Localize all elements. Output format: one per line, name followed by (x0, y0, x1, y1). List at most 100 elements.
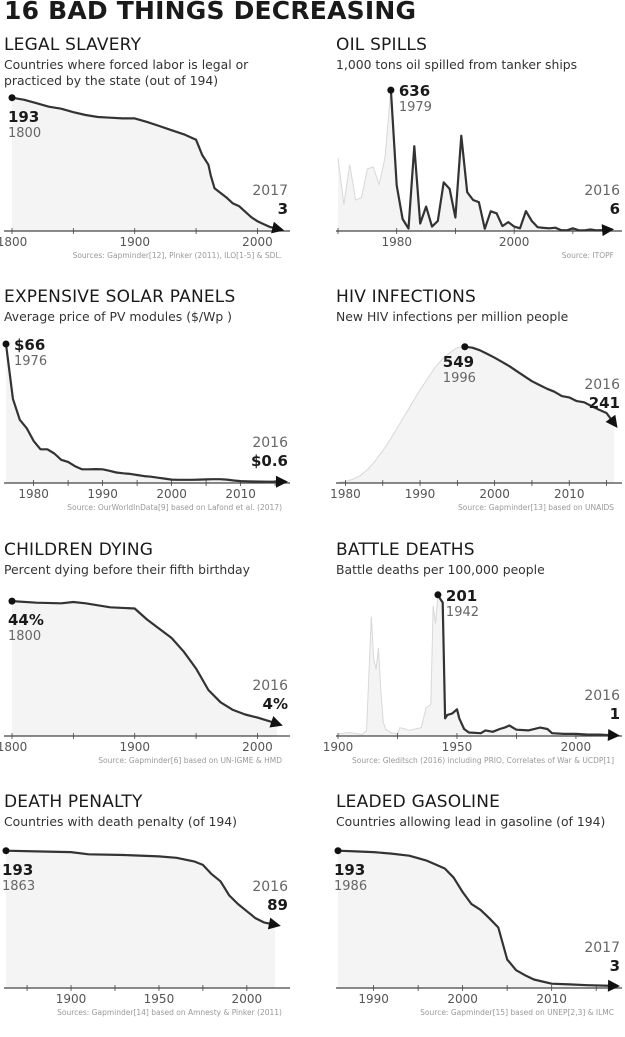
x-tick-label: 2000 (242, 740, 273, 754)
chart-title: EXPENSIVE SOLAR PANELS (4, 287, 236, 307)
start-year-label: 1986 (334, 878, 368, 894)
chart-subtitle-line: Percent dying before their fifth birthda… (4, 562, 250, 577)
chart-subtitle: 1,000 tons oil spilled from tanker ships (336, 57, 577, 73)
chart-plot (2, 340, 290, 488)
chart-plot (2, 847, 290, 991)
data-line (11, 96, 279, 230)
end-year-label: 2016 (252, 435, 288, 451)
end-arrow-icon (601, 224, 615, 237)
start-dot-marker (387, 86, 395, 94)
chart-source-note: Sources: Gapminder[14] based on Amnesty … (57, 1008, 282, 1017)
end-value-label: 1 (609, 705, 620, 723)
end-arrow-icon (276, 475, 288, 488)
x-tick-label: 1800 (0, 740, 28, 754)
end-value-label: 3 (609, 956, 620, 975)
x-tick-label: 2000 (447, 992, 478, 1006)
end-value-label: 241 (588, 394, 620, 413)
end-value-label: 6 (609, 200, 620, 218)
chart-subtitle-line: Battle deaths per 100,000 people (336, 562, 545, 577)
start-year-label: 1800 (8, 629, 42, 645)
chart-title: CHILDREN DYING (4, 540, 154, 560)
data-line (389, 90, 609, 232)
x-tick-label: 2000 (479, 487, 510, 501)
start-dot-marker (8, 94, 16, 102)
area-fill (12, 601, 278, 736)
end-year-label: 2016 (252, 677, 288, 694)
end-year-label: 2017 (584, 939, 620, 956)
chart-source-note: Source: ITOPF (561, 251, 614, 260)
start-dot-marker (334, 847, 342, 855)
x-tick-label: 1990 (404, 487, 436, 501)
chart-title: LEADED GASOLINE (336, 792, 501, 812)
chart-subtitle: Countries allowing lead in gasoline (of … (336, 814, 605, 830)
ghost-line (337, 346, 465, 483)
chart-plot (4, 94, 290, 234)
end-arrow-icon (605, 414, 618, 429)
chart-subtitle-line: New HIV infections per million people (336, 309, 569, 324)
data-line (4, 343, 282, 483)
chart-panel-children-dying: CHILDREN DYING Percent dying before their… (0, 540, 304, 785)
end-arrow-icon (269, 716, 283, 728)
infographic-title: 16 BAD THINGS DECREASING (4, 0, 417, 25)
x-tick-label: 2010 (536, 992, 567, 1006)
x-tick-label: 2000 (242, 235, 273, 249)
chart-subtitle: Average price of PV modules ($/Wp ) (4, 309, 232, 325)
chart-panel-leaded-gasoline: LEADED GASOLINE Countries allowing lead i… (334, 792, 625, 1037)
chart-source-note: Source: Gapminder[13] based on UNAIDS (458, 503, 614, 512)
x-tick-label: 1900 (322, 740, 354, 754)
start-year-label: 1976 (14, 354, 48, 369)
start-value-label: 44% (8, 611, 44, 630)
chart-panel-expensive-solar-panels: EXPENSIVE SOLAR PANELS Average price of P… (2, 287, 304, 532)
data-line (436, 594, 615, 737)
data-line (5, 849, 276, 926)
x-tick-label: 1980 (18, 487, 49, 501)
start-value-label: 193 (8, 107, 40, 126)
chart-title: DEATH PENALTY (4, 792, 143, 812)
chart-source-note: Source: Gapminder[6] based on UN-IGME & … (98, 756, 282, 765)
chart-panel-oil-spills: OIL SPILLS 1,000 tons oil spilled from ta… (336, 35, 625, 280)
end-value-label: $0.6 (250, 452, 288, 470)
chart-title: LEGAL SLAVERY (4, 35, 142, 55)
end-year-label: 2016 (584, 183, 620, 199)
data-line (11, 600, 278, 725)
x-tick-label: 1990 (358, 992, 389, 1006)
chart-subtitle: Countries where forced labor is legal or… (4, 57, 248, 89)
chart-panel-death-penalty: DEATH PENALTY Countries with death penalt… (2, 792, 304, 1037)
data-line (337, 849, 615, 987)
end-arrow-icon (607, 979, 620, 992)
end-arrow-icon (607, 729, 620, 741)
chart-title: HIV INFECTIONS (336, 287, 477, 307)
chart-plot (4, 597, 290, 739)
x-tick-label: 1950 (143, 992, 175, 1006)
x-tick-label: 1900 (119, 235, 150, 249)
x-tick-label: 1980 (330, 487, 361, 501)
chart-subtitle: New HIV infections per million people (336, 309, 568, 325)
x-tick-label: 2000 (560, 740, 592, 754)
x-tick-label: 2000 (231, 992, 263, 1006)
chart-plot (336, 86, 622, 237)
end-year-label: 2016 (584, 377, 620, 394)
chart-panel-battle-deaths: BATTLE DEATHS Battle deaths per 100,000 p… (323, 540, 625, 785)
chart-subtitle: Battle deaths per 100,000 people (336, 562, 545, 578)
end-value-label: 4% (262, 694, 288, 713)
start-value-label: 193 (334, 860, 366, 879)
start-year-label: 1996 (442, 370, 476, 386)
start-dot-marker (461, 343, 469, 351)
area-fill (12, 97, 279, 231)
chart-source-note: Source: OurWorldInData[9] based on Lafon… (67, 503, 282, 512)
start-year-label: 1942 (445, 604, 480, 620)
start-year-label: 1800 (8, 125, 42, 141)
chart-subtitle-line: Countries with death penalty (of 194) (4, 814, 238, 829)
x-tick-label: 1980 (381, 235, 412, 249)
chart-subtitle-line: Countries allowing lead in gasoline (of … (336, 814, 606, 829)
start-year-label: 1979 (398, 100, 432, 116)
x-tick-label: 1950 (441, 740, 473, 754)
chart-plot (336, 343, 622, 486)
chart-plot (334, 847, 622, 992)
chart-source-note: Sources: Gapminder[12], Pinker (2011), I… (72, 251, 282, 260)
chart-subtitle-line: Average price of PV modules ($/Wp ) (4, 309, 232, 324)
chart-subtitle-line: 1,000 tons oil spilled from tanker ships (336, 57, 578, 72)
area-fill (338, 90, 609, 231)
start-value-label: 193 (2, 860, 34, 879)
x-tick-label: 2000 (156, 487, 187, 501)
